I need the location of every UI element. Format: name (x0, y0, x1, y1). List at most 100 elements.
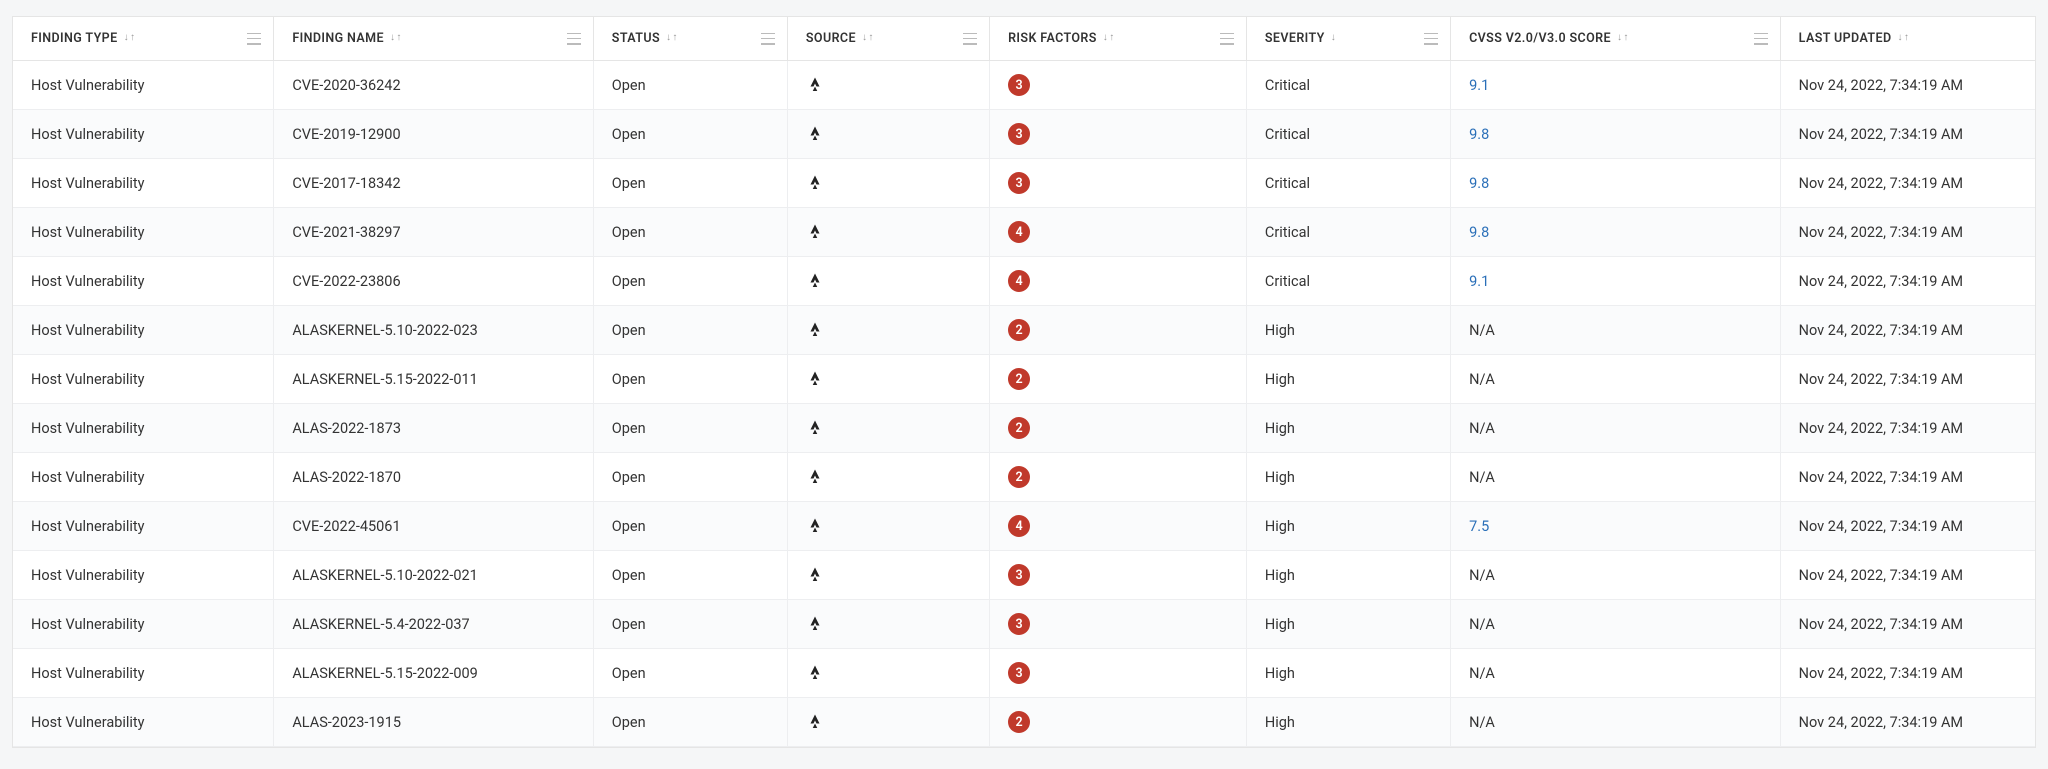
risk-badge: 3 (1008, 123, 1030, 145)
cell-finding-name: ALASKERNEL-5.4-2022-037 (274, 600, 593, 649)
col-finding-type[interactable]: FINDING TYPE ↓↑ (13, 17, 274, 61)
source-icon (806, 370, 971, 388)
cell-last-updated: Nov 24, 2022, 7:34:19 AM (1780, 159, 2035, 208)
table-row[interactable]: Host Vulnerability ALAS-2022-1870 Open 2… (13, 453, 2035, 502)
risk-badge: 4 (1008, 270, 1030, 292)
cell-finding-name: CVE-2022-23806 (274, 257, 593, 306)
column-menu-icon[interactable] (1220, 33, 1234, 45)
cell-status: Open (593, 355, 787, 404)
cell-last-updated: Nov 24, 2022, 7:34:19 AM (1780, 453, 2035, 502)
source-icon (806, 125, 971, 143)
cell-last-updated: Nov 24, 2022, 7:34:19 AM (1780, 61, 2035, 110)
sort-icon[interactable]: ↓↑ (666, 34, 678, 44)
cell-cvss-score: N/A (1451, 600, 1781, 649)
col-last-updated[interactable]: LAST UPDATED ↓↑ (1780, 17, 2035, 61)
cell-cvss-score[interactable]: 9.8 (1451, 110, 1781, 159)
table-row[interactable]: Host Vulnerability ALASKERNEL-5.10-2022-… (13, 551, 2035, 600)
cell-cvss-score[interactable]: 9.1 (1451, 257, 1781, 306)
cell-severity: Critical (1246, 208, 1450, 257)
table-row[interactable]: Host Vulnerability CVE-2017-18342 Open 3… (13, 159, 2035, 208)
cell-cvss-score: N/A (1451, 306, 1781, 355)
risk-badge: 2 (1008, 319, 1030, 341)
cell-severity: Critical (1246, 110, 1450, 159)
cell-severity: High (1246, 698, 1450, 747)
cell-cvss-score: N/A (1451, 649, 1781, 698)
table-row[interactable]: Host Vulnerability ALAS-2022-1873 Open 2… (13, 404, 2035, 453)
cell-severity: High (1246, 551, 1450, 600)
cell-finding-name: ALASKERNEL-5.10-2022-023 (274, 306, 593, 355)
cell-cvss-score[interactable]: 7.5 (1451, 502, 1781, 551)
cell-finding-type: Host Vulnerability (13, 208, 274, 257)
table-row[interactable]: Host Vulnerability CVE-2022-45061 Open 4… (13, 502, 2035, 551)
sort-icon[interactable]: ↓↑ (1331, 34, 1336, 44)
risk-badge: 4 (1008, 515, 1030, 537)
cell-status: Open (593, 61, 787, 110)
source-icon (806, 76, 971, 94)
col-cvss-score[interactable]: CVSS V2.0/V3.0 SCORE ↓↑ (1451, 17, 1781, 61)
cell-last-updated: Nov 24, 2022, 7:34:19 AM (1780, 698, 2035, 747)
table-row[interactable]: Host Vulnerability ALAS-2023-1915 Open 2… (13, 698, 2035, 747)
cell-cvss-score: N/A (1451, 551, 1781, 600)
cell-source (787, 600, 989, 649)
column-menu-icon[interactable] (1424, 33, 1438, 45)
sort-icon[interactable]: ↓↑ (1898, 34, 1910, 44)
col-finding-name[interactable]: FINDING NAME ↓↑ (274, 17, 593, 61)
sort-icon[interactable]: ↓↑ (862, 34, 874, 44)
cell-cvss-score: N/A (1451, 453, 1781, 502)
cell-cvss-score[interactable]: 9.1 (1451, 61, 1781, 110)
table-row[interactable]: Host Vulnerability ALASKERNEL-5.15-2022-… (13, 355, 2035, 404)
risk-badge: 3 (1008, 74, 1030, 96)
cell-status: Open (593, 502, 787, 551)
findings-table-wrap: FINDING TYPE ↓↑ FINDING NAME ↓↑ STATUS (12, 16, 2036, 748)
cell-severity: High (1246, 453, 1450, 502)
col-severity[interactable]: SEVERITY ↓↑ (1246, 17, 1450, 61)
column-menu-icon[interactable] (963, 33, 977, 45)
cell-status: Open (593, 453, 787, 502)
col-source[interactable]: SOURCE ↓↑ (787, 17, 989, 61)
table-row[interactable]: Host Vulnerability CVE-2019-12900 Open 3… (13, 110, 2035, 159)
cell-cvss-score[interactable]: 9.8 (1451, 159, 1781, 208)
col-risk-factors[interactable]: RISK FACTORS ↓↑ (990, 17, 1247, 61)
table-row[interactable]: Host Vulnerability ALASKERNEL-5.10-2022-… (13, 306, 2035, 355)
risk-badge: 4 (1008, 221, 1030, 243)
cell-finding-type: Host Vulnerability (13, 502, 274, 551)
source-icon (806, 468, 971, 486)
cell-last-updated: Nov 24, 2022, 7:34:19 AM (1780, 110, 2035, 159)
cell-last-updated: Nov 24, 2022, 7:34:19 AM (1780, 404, 2035, 453)
sort-icon[interactable]: ↓↑ (1617, 34, 1629, 44)
cell-severity: High (1246, 649, 1450, 698)
sort-icon[interactable]: ↓↑ (390, 34, 402, 44)
cell-last-updated: Nov 24, 2022, 7:34:19 AM (1780, 551, 2035, 600)
column-menu-icon[interactable] (1754, 33, 1768, 45)
cell-severity: Critical (1246, 61, 1450, 110)
cell-finding-name: CVE-2022-45061 (274, 502, 593, 551)
cell-finding-type: Host Vulnerability (13, 306, 274, 355)
table-row[interactable]: Host Vulnerability CVE-2021-38297 Open 4… (13, 208, 2035, 257)
column-menu-icon[interactable] (247, 33, 261, 45)
column-menu-icon[interactable] (761, 33, 775, 45)
cell-risk-factors: 2 (990, 404, 1247, 453)
cell-risk-factors: 3 (990, 61, 1247, 110)
col-label: RISK FACTORS (1008, 31, 1097, 46)
cell-finding-type: Host Vulnerability (13, 257, 274, 306)
cell-status: Open (593, 159, 787, 208)
cell-cvss-score[interactable]: 9.8 (1451, 208, 1781, 257)
table-row[interactable]: Host Vulnerability ALASKERNEL-5.4-2022-0… (13, 600, 2035, 649)
table-row[interactable]: Host Vulnerability CVE-2020-36242 Open 3… (13, 61, 2035, 110)
column-menu-icon[interactable] (567, 33, 581, 45)
sort-icon[interactable]: ↓↑ (1103, 34, 1115, 44)
cell-finding-name: ALAS-2022-1870 (274, 453, 593, 502)
sort-icon[interactable]: ↓↑ (124, 34, 136, 44)
col-status[interactable]: STATUS ↓↑ (593, 17, 787, 61)
cell-severity: High (1246, 404, 1450, 453)
table-row[interactable]: Host Vulnerability CVE-2022-23806 Open 4… (13, 257, 2035, 306)
cell-finding-name: ALASKERNEL-5.15-2022-009 (274, 649, 593, 698)
cell-source (787, 257, 989, 306)
cell-last-updated: Nov 24, 2022, 7:34:19 AM (1780, 502, 2035, 551)
cell-severity: High (1246, 355, 1450, 404)
cell-finding-name: ALAS-2022-1873 (274, 404, 593, 453)
cell-last-updated: Nov 24, 2022, 7:34:19 AM (1780, 649, 2035, 698)
table-row[interactable]: Host Vulnerability ALASKERNEL-5.15-2022-… (13, 649, 2035, 698)
cell-risk-factors: 2 (990, 698, 1247, 747)
cell-severity: High (1246, 600, 1450, 649)
